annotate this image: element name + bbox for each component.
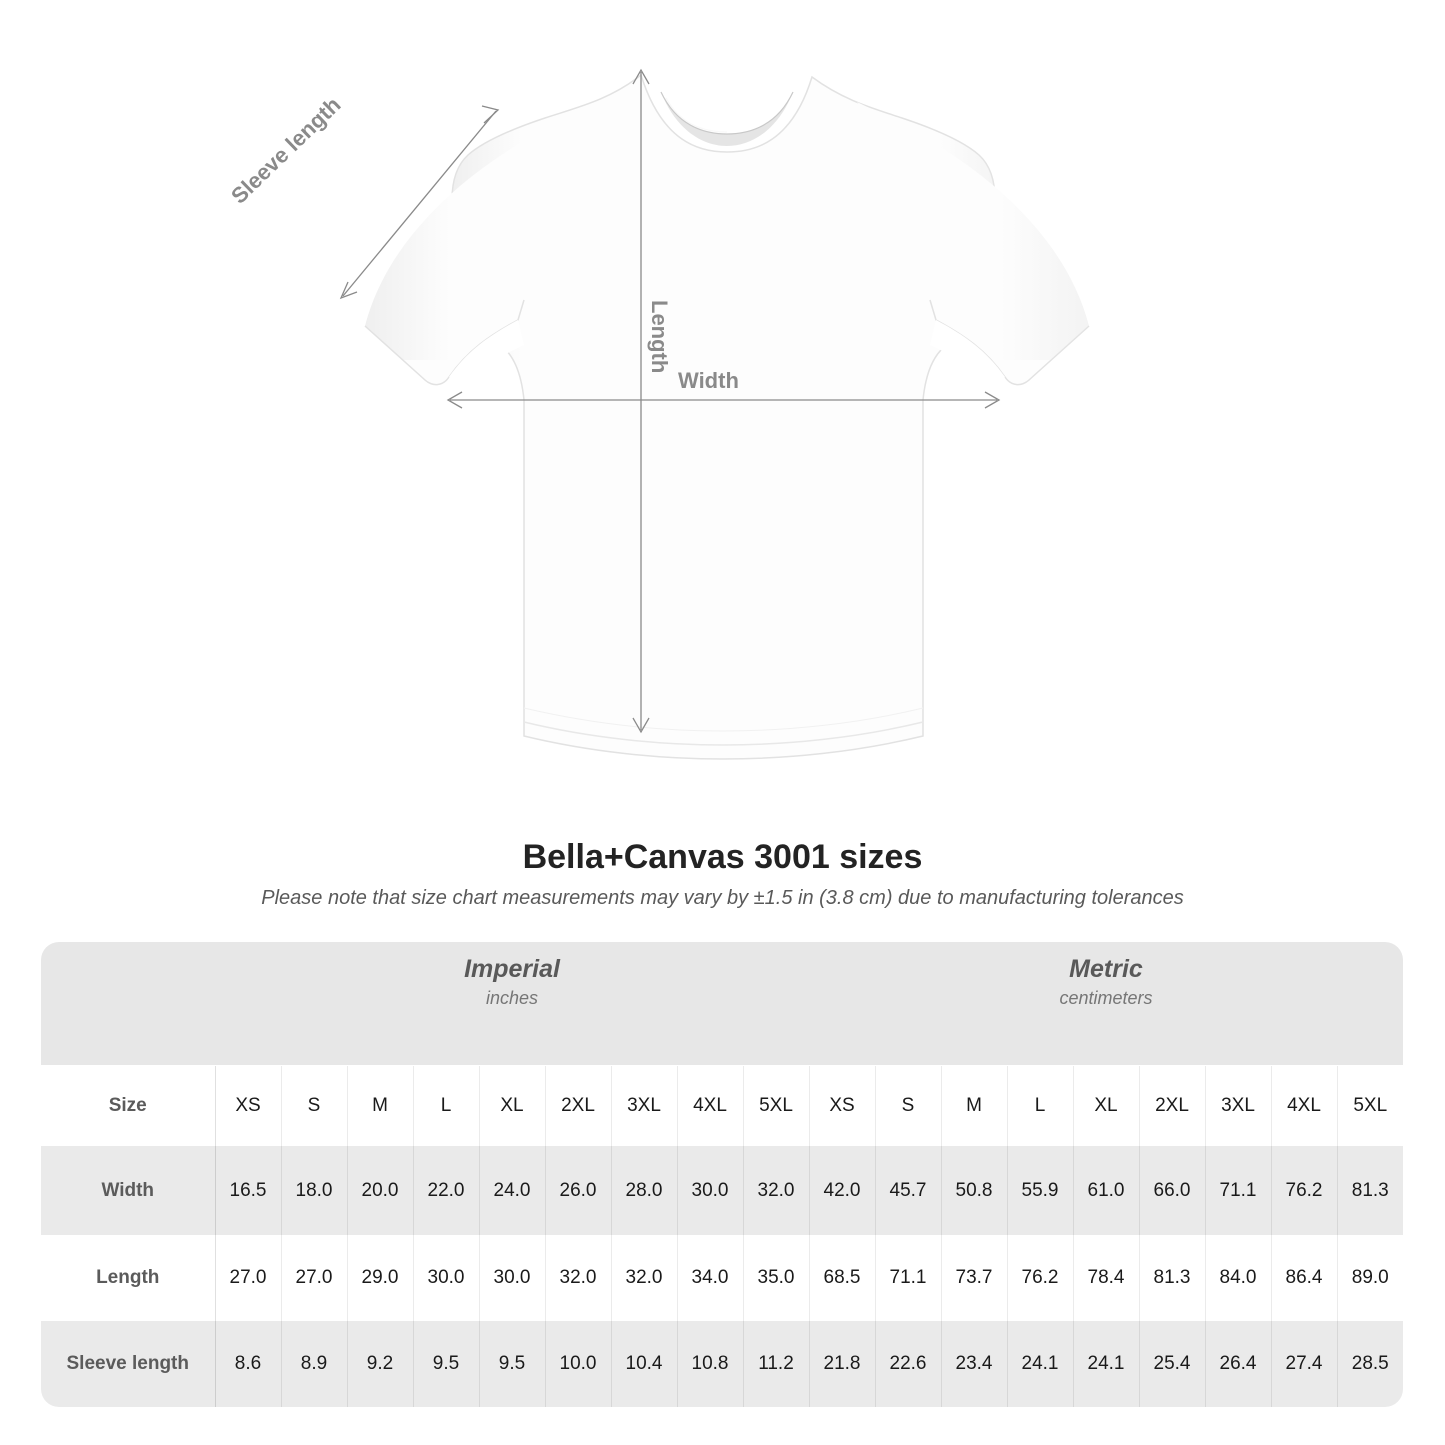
svg-text:Width: Width	[678, 368, 739, 393]
svg-text:Length: Length	[647, 300, 672, 373]
svg-text:Sleeve length: Sleeve length	[226, 92, 345, 209]
